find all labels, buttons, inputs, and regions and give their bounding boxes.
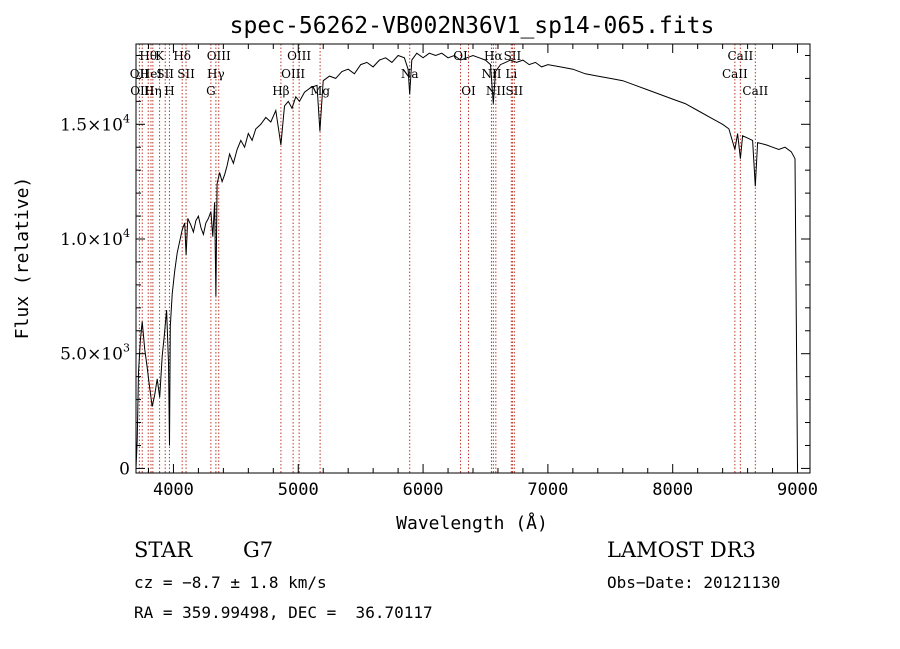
chart-title: spec-56262-VB002N36V1_sp14-065.fits [230, 13, 715, 39]
line-marker-label: OI [461, 84, 476, 98]
obs-date-text: Obs−Date: 20121130 [607, 573, 781, 592]
line-marker-label: Hη [144, 84, 162, 98]
x-axis-label: Wavelength (Å) [396, 512, 548, 534]
line-marker-label: CaII [742, 84, 768, 98]
line-marker-label: OIII [207, 49, 231, 63]
line-marker-label: SII [504, 49, 522, 63]
line-marker-label: SII [177, 67, 195, 81]
line-marker-label: SII [505, 84, 523, 98]
line-marker-label: G [206, 84, 216, 98]
line-marker-label: OI [453, 49, 468, 63]
y-axis-label: Flux (relative) [12, 177, 33, 340]
object-class: STAR [134, 538, 193, 562]
line-marker-label: Hβ [272, 84, 289, 98]
x-tick-label: 9000 [777, 480, 818, 500]
velocity-text: cz = −8.7 ± 1.8 km/s [134, 573, 327, 592]
line-marker-label: Mg [310, 84, 330, 98]
line-marker-label: H [164, 84, 174, 98]
x-tick-label: 4000 [153, 480, 194, 500]
line-marker-label: OII [130, 67, 150, 81]
line-marker-label: Hδ [173, 49, 191, 63]
line-marker-label: Hα [484, 49, 503, 63]
spectrum-line [135, 52, 798, 469]
survey-name: LAMOST DR3 [607, 538, 756, 562]
line-marker-label: Li [505, 67, 517, 81]
y-tick-label: 1.5×104 [60, 112, 130, 135]
line-marker-label: NII [486, 84, 506, 98]
line-marker-label: CaII [722, 67, 748, 81]
line-marker-label: Hγ [207, 67, 225, 81]
coordinates-text: RA = 359.99498, DEC = 36.70117 [134, 603, 433, 622]
line-marker-label: SII [156, 67, 174, 81]
line-marker-label: OIII [287, 49, 311, 63]
y-axis: 0 5.0×103 1.0×104 1.5×104 [60, 54, 810, 479]
line-marker-label: Hθ [139, 49, 157, 63]
line-marker-label: OIII [281, 67, 305, 81]
x-tick-label: 5000 [278, 480, 319, 500]
object-subclass: G7 [243, 538, 274, 562]
line-marker-label: K [155, 49, 165, 63]
line-marker-label: HeI [140, 67, 163, 81]
y-tick-label: 5.0×103 [60, 342, 130, 365]
x-tick-label: 6000 [403, 480, 444, 500]
plot-frame [135, 43, 811, 474]
x-axis: 4000 5000 6000 7000 8000 9000 [147, 44, 818, 500]
y-tick-label: 0 [119, 459, 130, 479]
y-tick-label: 1.0×104 [60, 227, 130, 250]
line-marker-label: Na [401, 67, 419, 81]
x-tick-label: 8000 [652, 480, 693, 500]
line-marker-label: CaII [727, 49, 753, 63]
line-markers [138, 44, 756, 473]
line-marker-labels: OIIOIIIHθHeIHηKSIIHHδSIIGHγOIIIHβOIIIOII… [130, 49, 769, 98]
x-tick-label: 7000 [527, 480, 568, 500]
